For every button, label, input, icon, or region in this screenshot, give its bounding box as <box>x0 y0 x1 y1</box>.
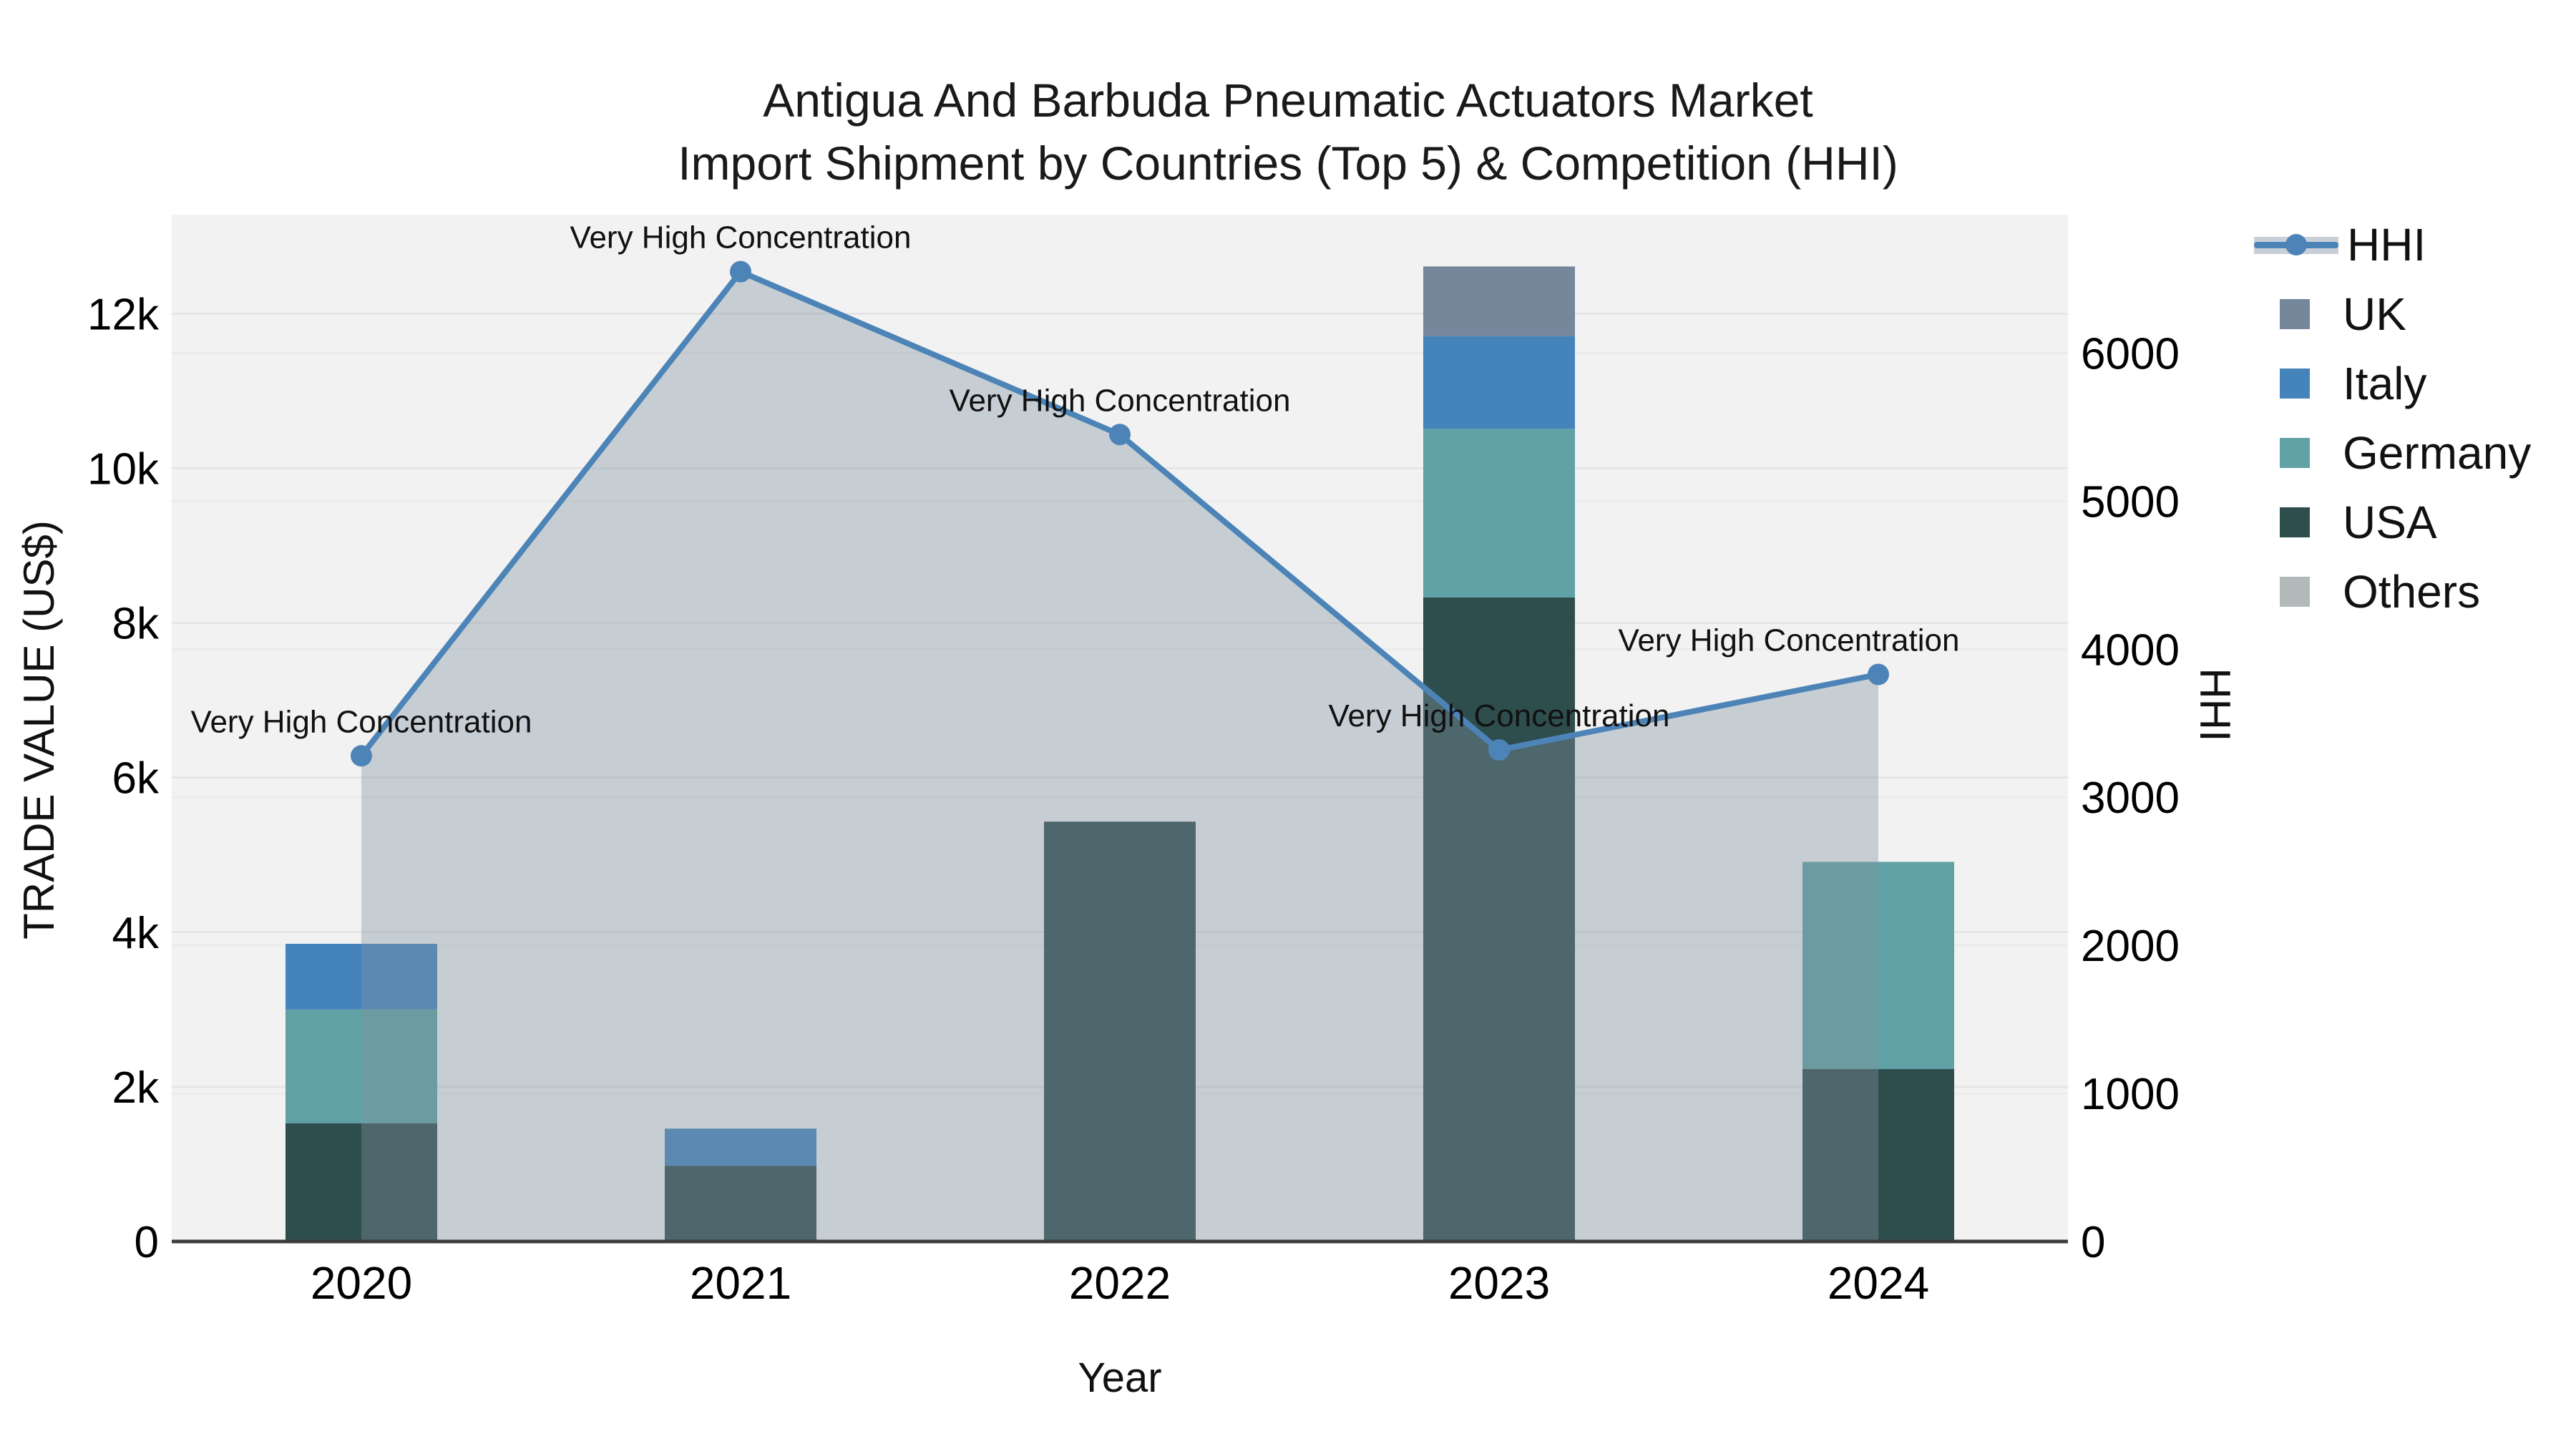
x-tick-label-2022: 2022 <box>1069 1257 1171 1309</box>
bar-segment-uk-2023 <box>1423 266 1575 336</box>
x-axis-title: Year <box>1078 1355 1161 1401</box>
bar-segment-italy-2021 <box>665 1128 816 1166</box>
left-tick-label: 8k <box>112 600 160 649</box>
legend-item-germany: Germany <box>2254 427 2531 479</box>
annotation-2023: Very High Concentration <box>1329 698 1670 733</box>
x-tick-label-2024: 2024 <box>1828 1257 1929 1309</box>
legend-item-others: Others <box>2254 566 2531 618</box>
annotation-2020: Very High Concentration <box>191 704 532 739</box>
hhi-line-swatch-icon <box>2254 233 2338 257</box>
legend-item-uk: UK <box>2254 288 2531 340</box>
right-tick-label: 2000 <box>2081 922 2180 971</box>
hhi-marker-2022 <box>1109 424 1131 446</box>
bar-segment-germany-2023 <box>1423 429 1575 597</box>
bar-segment-usa-2021 <box>665 1166 816 1241</box>
right-tick-label: 0 <box>2081 1218 2105 1267</box>
bar-segment-italy-2023 <box>1423 336 1575 429</box>
chart-legend: HHI UK Italy Germany USA Others <box>2254 219 2531 618</box>
chart-title-line1: Antigua And Barbuda Pneumatic Actuators … <box>763 74 1813 127</box>
right-tick-label: 5000 <box>2081 477 2180 527</box>
italy-swatch-icon <box>2280 369 2310 399</box>
x-tick-label-2023: 2023 <box>1448 1257 1550 1309</box>
legend-item-hhi: HHI <box>2254 219 2531 270</box>
hhi-marker-2020 <box>351 745 372 767</box>
left-tick-label: 0 <box>135 1218 159 1267</box>
right-tick-label: 3000 <box>2081 774 2180 823</box>
left-axis-title: TRADE VALUE (US$) <box>15 520 63 940</box>
bar-segment-usa-2022 <box>1044 821 1196 1241</box>
hhi-area-fill <box>361 271 1878 1241</box>
bar-segment-usa-2024 <box>1802 1069 1954 1241</box>
left-tick-label: 6k <box>112 754 160 804</box>
annotation-2021: Very High Concentration <box>570 220 912 255</box>
hhi-marker-2024 <box>1868 663 1889 686</box>
left-tick-label: 12k <box>87 290 160 339</box>
others-swatch-icon <box>2280 577 2310 607</box>
left-tick-label: 2k <box>112 1063 160 1113</box>
hhi-marker-2023 <box>1488 739 1510 761</box>
bar-segment-germany-2024 <box>1802 862 1954 1070</box>
usa-swatch-icon <box>2280 507 2310 537</box>
chart-title-line2: Import Shipment by Countries (Top 5) & C… <box>678 137 1898 190</box>
legend-item-usa: USA <box>2254 497 2531 548</box>
legend-label: Others <box>2343 566 2481 618</box>
hhi-marker-2021 <box>730 260 751 283</box>
left-tick-label: 4k <box>112 909 160 958</box>
annotation-2022: Very High Concentration <box>950 383 1291 418</box>
right-tick-label: 1000 <box>2081 1070 2180 1119</box>
bar-segment-italy-2020 <box>286 943 437 1010</box>
chart-title: Antigua And Barbuda Pneumatic Actuators … <box>0 69 2576 195</box>
legend-label: Italy <box>2343 358 2427 409</box>
bar-segment-usa-2020 <box>286 1123 437 1241</box>
x-tick-label-2021: 2021 <box>690 1257 791 1309</box>
legend-label: HHI <box>2347 219 2426 270</box>
legend-label: UK <box>2343 288 2406 340</box>
germany-swatch-icon <box>2280 438 2310 468</box>
bar-segment-germany-2020 <box>286 1009 437 1123</box>
left-tick-label: 10k <box>87 444 160 494</box>
right-axis-title: HHI <box>2191 668 2239 741</box>
legend-item-italy: Italy <box>2254 358 2531 409</box>
right-tick-label: 6000 <box>2081 329 2180 379</box>
legend-label: Germany <box>2343 427 2532 479</box>
legend-label: USA <box>2343 497 2437 548</box>
uk-swatch-icon <box>2280 299 2310 329</box>
annotation-2024: Very High Concentration <box>1619 623 1960 658</box>
x-tick-label-2020: 2020 <box>311 1257 412 1309</box>
right-tick-label: 4000 <box>2081 625 2180 675</box>
